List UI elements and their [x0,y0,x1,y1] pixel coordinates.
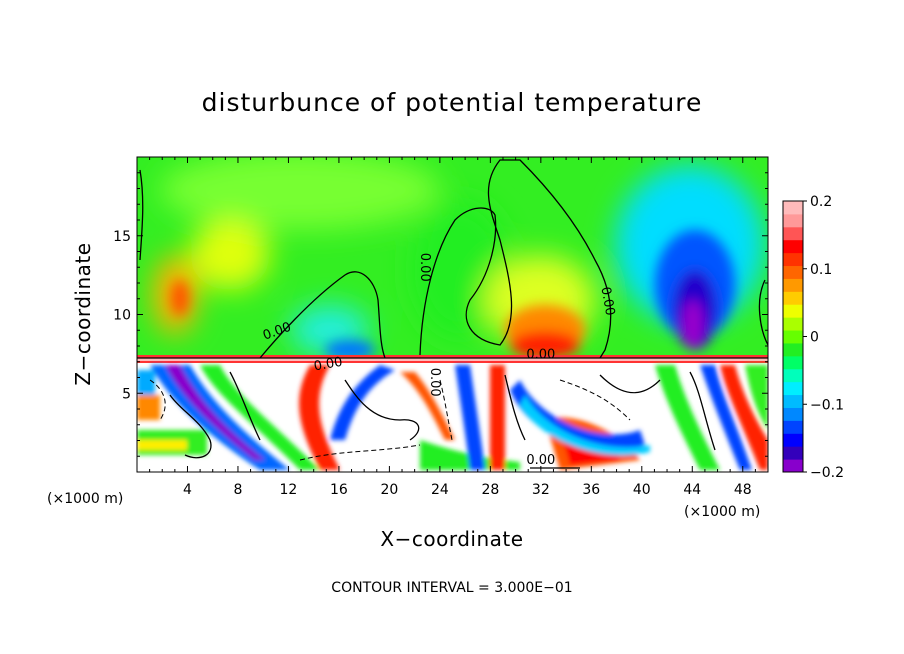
colorbar-swatch [783,226,803,241]
contour-interval-note: CONTOUR INTERVAL = 3.000E−01 [331,580,572,596]
x-unit-left: (×1000 m) [47,491,123,507]
x-tick-label: 8 [233,482,242,498]
x-tick-label: 4 [183,482,192,498]
region-red-center [510,331,580,359]
colorbar-swatch [783,459,803,473]
y-axis-label: Z−coordinate [71,242,95,385]
colorbar-swatch [783,278,803,292]
contour-zero-right [758,279,768,346]
x-tick-label: 44 [683,482,701,498]
colorbar-swatch [783,252,803,267]
contour-label: 0.00 [597,286,617,317]
x-tick-label: 16 [330,482,348,498]
contour-label: 0.00 [417,253,432,282]
region-lightgreen-center [410,200,510,340]
chart-title: disturbunce of potential temperature [202,88,703,117]
contour-zero-center [419,159,612,359]
x-axis-label: X−coordinate [380,527,523,551]
colorbar-swatch [783,291,803,305]
contour-neg-2 [439,379,453,441]
contour-label: 0.00 [313,355,344,375]
contour-label: 0.00 [427,368,442,397]
contour-zero-left [259,271,386,359]
colorbar-swatch [783,446,803,460]
colorbar-swatch [783,265,803,279]
colorbar-swatch [783,304,803,318]
y-tick-label: 15 [113,229,131,245]
colorbar-swatch [783,420,803,434]
contour-neg-3 [559,379,631,421]
x-tick-label: 32 [532,482,550,498]
contour-neg-4 [149,379,166,421]
colorbar-swatch [783,433,803,447]
contour-label: 0.00 [526,453,555,468]
region-yellow-left [190,220,270,290]
lower-blue-plume-2 [330,365,395,440]
lower-red-plume-2 [400,372,455,440]
lower-green-right [655,365,720,470]
inversion-band-light [137,358,768,361]
colorbar-swatch [783,213,803,228]
contour-zero-edge [139,169,144,261]
lower-green-plume-1 [200,365,320,470]
colorbar-tick-label: 0.2 [810,194,832,210]
lower-yellow-left [137,440,187,450]
lower-red-right [720,365,768,470]
region-light-green-top [160,157,440,230]
colorbar-swatch [783,317,803,331]
colorbar-swatch [783,330,803,344]
contour-lower-6 [229,371,261,441]
contour-lower-1 [169,394,212,459]
x-tick-label: 28 [481,482,499,498]
contour-lower-7 [599,374,661,394]
lower-red-column [490,365,505,470]
region-purple-right [683,300,703,350]
lower-cyan-arc [520,395,650,456]
lower-orange-edge [137,395,160,420]
colorbar-swatch [783,355,803,370]
y-tick-label: 10 [113,308,131,324]
colorbar-swatch [783,407,803,421]
colorbar-swatch [783,368,803,383]
lower-blue-plume-3 [455,365,485,470]
lower-blue-right [700,365,752,470]
colorbar-tick-label: −0.1 [810,397,844,413]
x-unit-right: (×1000 m) [684,504,760,520]
contour-lower-5 [689,371,716,451]
contour-lower-3 [504,374,526,441]
lower-purple-plume-1 [165,365,265,460]
y-tick-label: 5 [122,386,131,402]
x-tick-label: 20 [380,482,398,498]
x-tick-label: 36 [582,482,600,498]
x-tick-label: 24 [431,482,449,498]
colorbar-swatch [783,239,803,254]
x-tick-label: 12 [280,482,298,498]
colorbar-swatch [783,381,803,396]
contour-lower-2 [344,379,420,441]
lower-green-strip-right [745,365,768,430]
colorbar-tick-label: 0.1 [810,262,832,278]
colorbar-swatch [783,201,803,215]
contour-label: 0.00 [526,348,555,363]
colorbar-swatch [783,342,803,357]
colorbar-swatch [783,394,803,408]
x-tick-label: 40 [633,482,651,498]
lower-red-plume-1 [299,365,340,470]
region-red-left [171,280,189,316]
heatmap-field: 0.000.000.000.00 0.000.000.00 [137,157,768,472]
lower-blue-edge [137,370,155,395]
colorbar: 0.2 0.1 0 −0.1 −0.2 [782,194,844,481]
contour-neg-1 [299,444,421,461]
x-tick-label: 48 [734,482,752,498]
colorbar-tick-label: −0.2 [810,465,844,481]
colorbar-tick-label: 0 [810,330,819,346]
